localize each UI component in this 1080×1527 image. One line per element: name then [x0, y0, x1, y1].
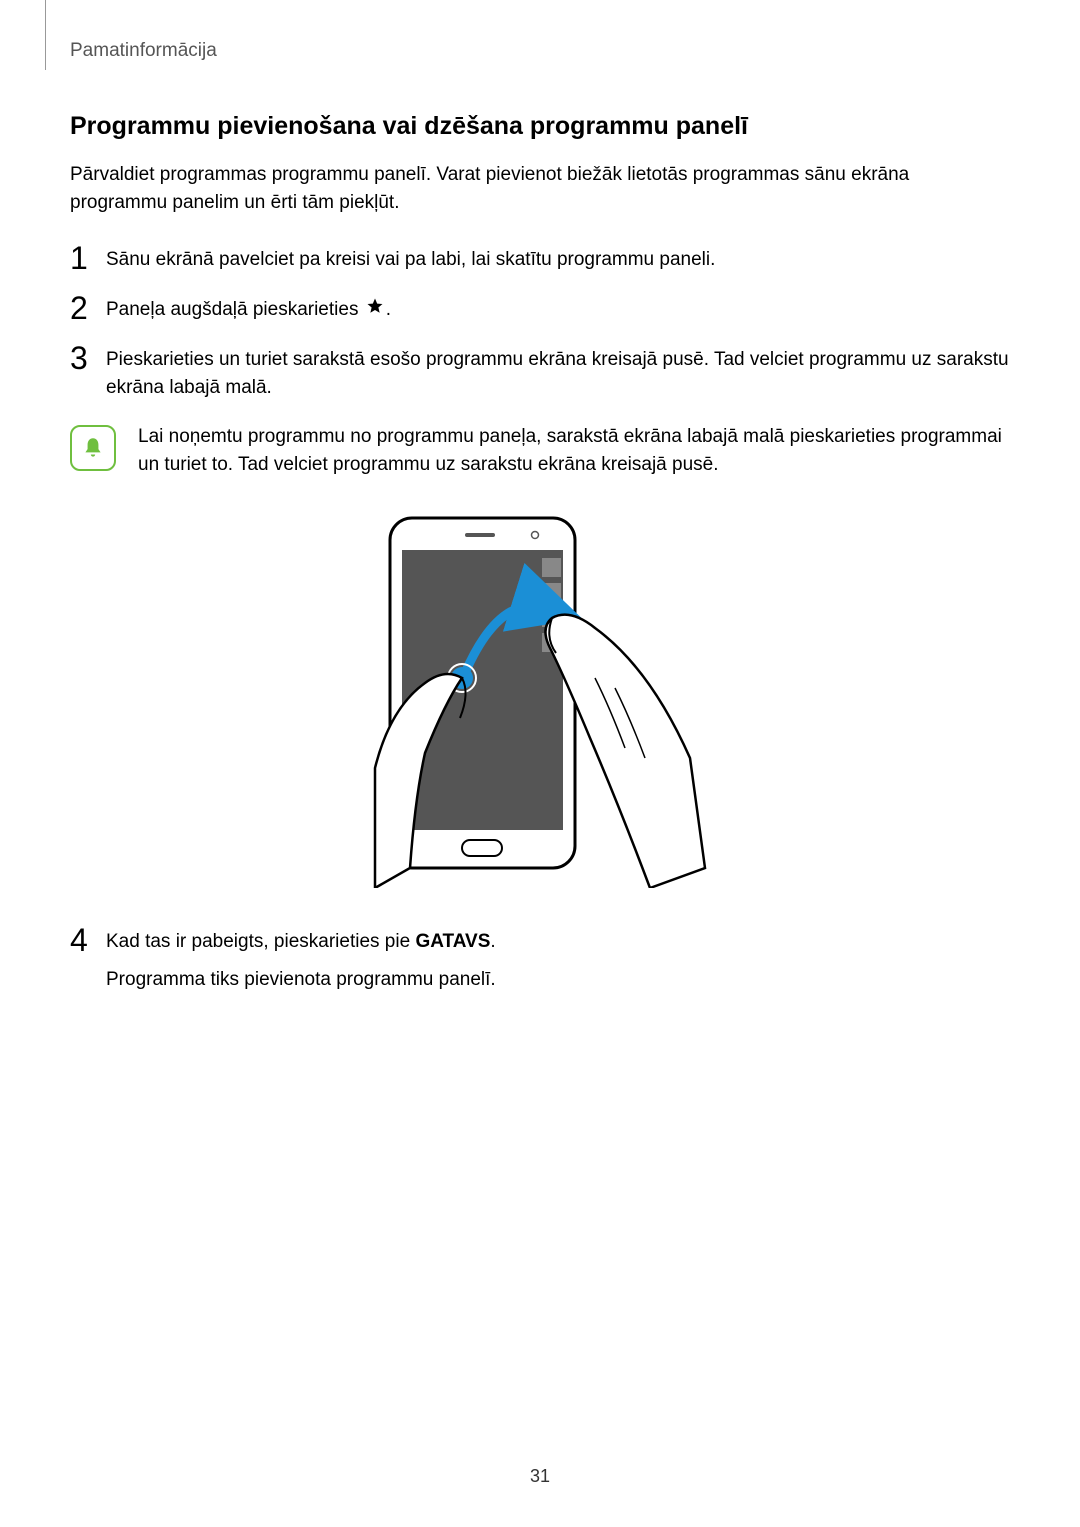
step-text: Paneļa augšdaļā pieskarieties .: [106, 296, 1010, 324]
star-icon: [366, 296, 384, 324]
step-text-before: Paneļa augšdaļā pieskarieties: [106, 299, 364, 320]
note-text: Lai noņemtu programmu no programmu paneļ…: [138, 423, 1010, 478]
left-margin-rule: [45, 0, 46, 70]
step-number: 3: [70, 342, 106, 374]
step-3: 3 Pieskarieties un turiet sarakstā esošo…: [70, 346, 1010, 401]
step-text-before: Kad tas ir pabeigts, pieskarieties pie: [106, 931, 415, 952]
step-number: 4: [70, 924, 106, 956]
step-2: 2 Paneļa augšdaļā pieskarieties .: [70, 296, 1010, 324]
note-callout: Lai noņemtu programmu no programmu paneļ…: [70, 423, 1010, 478]
step-text: Sānu ekrānā pavelciet pa kreisi vai pa l…: [106, 246, 1010, 274]
step-text: Kad tas ir pabeigts, pieskarieties pie G…: [106, 928, 1010, 993]
page-number: 31: [0, 1466, 1080, 1487]
step-text-after: .: [386, 299, 391, 320]
step-text-line2: Programma tiks pievienota programmu pane…: [106, 966, 1010, 994]
section-header: Pamatinformācija: [70, 40, 1010, 62]
step-4: 4 Kad tas ir pabeigts, pieskarieties pie…: [70, 928, 1010, 993]
bell-icon: [70, 425, 116, 471]
page-title: Programmu pievienošana vai dzēšana progr…: [70, 112, 1010, 141]
step-number: 1: [70, 242, 106, 274]
phone-illustration: [70, 508, 1010, 888]
step-text: Pieskarieties un turiet sarakstā esošo p…: [106, 346, 1010, 401]
step-text-after: .: [490, 931, 495, 952]
step-text-bold: GATAVS: [415, 931, 490, 952]
step-1: 1 Sānu ekrānā pavelciet pa kreisi vai pa…: [70, 246, 1010, 274]
intro-paragraph: Pārvaldiet programmas programmu panelī. …: [70, 161, 1010, 216]
step-number: 2: [70, 292, 106, 324]
